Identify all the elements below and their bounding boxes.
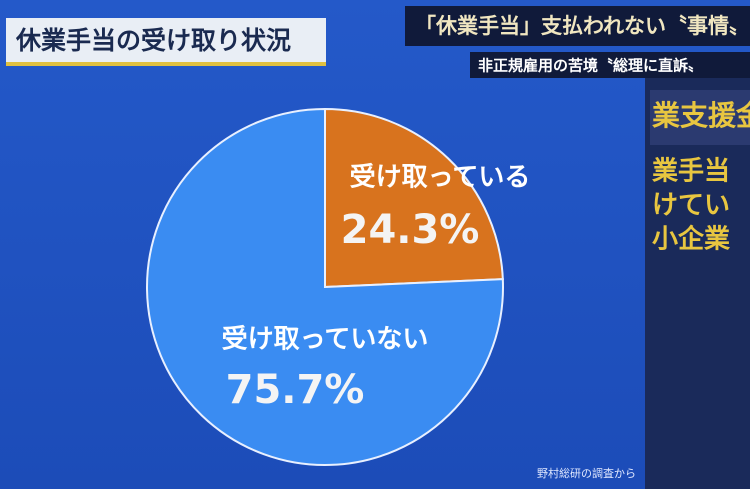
side-text: 業手当 [652,157,730,187]
chart-title: 休業手当の受け取り状況 [15,26,291,55]
side-panel-header [650,90,750,145]
slice-label: 受け取っていない [222,324,429,355]
side-text: 小企業 [652,224,730,255]
title-underline [6,62,326,66]
banner-sub [470,52,750,78]
title-box [6,18,326,66]
value-label: 24.3% [341,207,480,253]
side-text: 業支援金 [652,99,750,132]
slice-label: 受け取っている [350,162,531,193]
pie-slice [146,107,504,466]
banner-subline: 非正規雇用の苦境〝総理に直訴〟 [478,57,703,75]
banner-headline: 「休業手当」支払われない〝事情〟 [415,14,750,38]
value-label: 75.7% [226,367,365,413]
banner [405,6,750,46]
source: 野村総研の調査から [537,466,636,480]
pie-slice [324,107,504,289]
side-text: けてい [652,191,730,221]
